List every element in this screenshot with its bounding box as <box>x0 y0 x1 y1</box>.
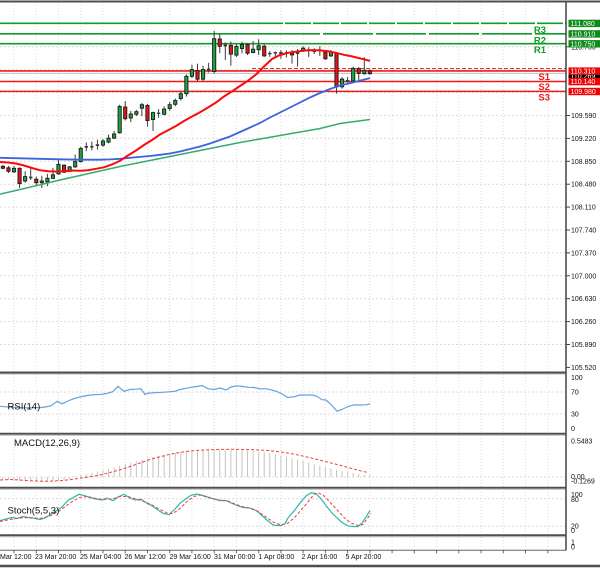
svg-text:110.310: 110.310 <box>571 69 596 76</box>
svg-text:100: 100 <box>571 375 583 382</box>
svg-text:110.140: 110.140 <box>571 79 596 86</box>
svg-text:108.110: 108.110 <box>571 205 596 212</box>
svg-text:107.740: 107.740 <box>571 228 596 235</box>
svg-text:111.080: 111.080 <box>571 21 595 28</box>
svg-text:109.220: 109.220 <box>571 136 596 143</box>
svg-text:Stoch(5,5,3): Stoch(5,5,3) <box>8 506 60 517</box>
svg-text:0.5483: 0.5483 <box>571 438 593 445</box>
svg-text:26 Mar 12:00: 26 Mar 12:00 <box>125 554 166 561</box>
svg-text:110.750: 110.750 <box>571 41 596 48</box>
svg-text:S3: S3 <box>538 93 550 104</box>
svg-text:R1: R1 <box>534 45 547 56</box>
svg-text:109.590: 109.590 <box>571 113 596 120</box>
svg-text:23 Mar 20:00: 23 Mar 20:00 <box>35 554 76 561</box>
svg-text:S1: S1 <box>538 72 550 83</box>
svg-text:31 Mar 00:00: 31 Mar 00:00 <box>214 554 255 561</box>
svg-text:107.000: 107.000 <box>571 273 596 280</box>
svg-text:29 Mar 16:00: 29 Mar 16:00 <box>170 554 211 561</box>
svg-text:0: 0 <box>571 426 575 433</box>
svg-text:25 Mar 04:00: 25 Mar 04:00 <box>80 554 121 561</box>
svg-text:MACD(12,26,9): MACD(12,26,9) <box>14 438 80 449</box>
svg-text:107.370: 107.370 <box>571 250 596 257</box>
svg-text:-0.1269: -0.1269 <box>571 479 595 486</box>
svg-text:110.910: 110.910 <box>571 31 596 38</box>
svg-text:70: 70 <box>571 390 579 397</box>
svg-text:0: 0 <box>571 528 575 535</box>
svg-text:80: 80 <box>571 497 579 504</box>
svg-text:105.520: 105.520 <box>571 365 596 372</box>
svg-text:105.890: 105.890 <box>571 342 596 349</box>
svg-text:0: 0 <box>571 545 575 552</box>
svg-text:30: 30 <box>571 412 579 419</box>
svg-text:2 Apr 16:00: 2 Apr 16:00 <box>302 554 338 561</box>
svg-text:108.850: 108.850 <box>571 159 596 166</box>
svg-text:5 Apr 20:00: 5 Apr 20:00 <box>346 554 382 561</box>
svg-text:109.980: 109.980 <box>571 89 596 96</box>
svg-text:106.630: 106.630 <box>571 296 596 303</box>
svg-text:106.260: 106.260 <box>571 319 596 326</box>
svg-text:108.480: 108.480 <box>571 182 596 189</box>
svg-text:Mar 12:00: Mar 12:00 <box>0 554 32 561</box>
svg-text:RSI(14): RSI(14) <box>8 402 41 413</box>
svg-text:1 Apr 08:00: 1 Apr 08:00 <box>259 554 295 561</box>
